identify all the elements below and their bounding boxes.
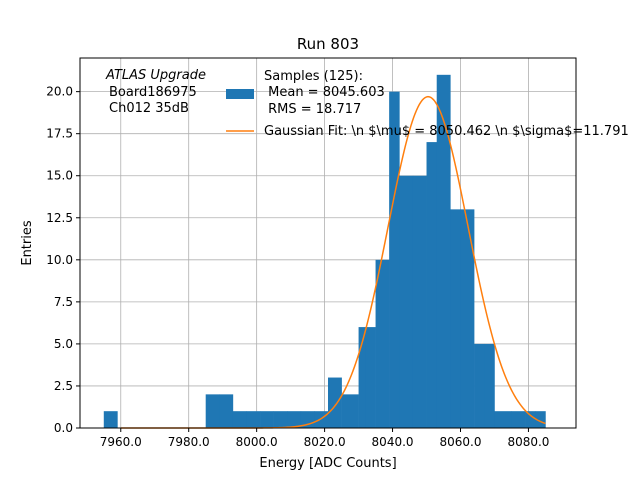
histogram-bar-11 xyxy=(260,411,274,428)
histogram-bar-12 xyxy=(273,411,288,428)
x-tick-label-5: 8060.0 xyxy=(439,435,481,449)
histogram-bar-23 xyxy=(412,175,427,428)
histogram-bar-29 xyxy=(484,343,495,428)
chart-title: Run 803 xyxy=(297,35,359,53)
histogram-bar-27 xyxy=(460,209,475,428)
y-tick-label-0: 0.0 xyxy=(54,421,73,435)
histogram-bar-24 xyxy=(426,142,438,428)
histogram-bar-21 xyxy=(389,91,400,429)
annotation-line-board: Board186975 xyxy=(109,85,197,100)
legend-samples-line-2: Mean = 8045.603 xyxy=(264,85,385,100)
y-tick-label-2: 5.0 xyxy=(54,337,73,351)
histogram-bar-28 xyxy=(474,343,485,428)
histogram-bar-20 xyxy=(375,259,390,428)
x-tick-label-4: 8040.0 xyxy=(372,435,414,449)
histogram-bar-0 xyxy=(103,411,118,428)
histogram-bar-13 xyxy=(287,411,302,428)
y-axis-label: Entries xyxy=(20,220,35,266)
x-tick-label-2: 8000.0 xyxy=(236,435,278,449)
annotation-line-atlas: ATLAS Upgrade xyxy=(105,68,206,83)
histogram-bar-15 xyxy=(314,411,329,428)
plot-frame xyxy=(79,57,577,429)
histogram-bar-16 xyxy=(328,377,342,428)
x-tick-label-1: 7980.0 xyxy=(168,435,210,449)
y-tick-label-4: 10.0 xyxy=(46,253,73,267)
legend: Samples (125): Mean = 8045.603 RMS = 18.… xyxy=(226,69,629,139)
histogram-bar-22 xyxy=(399,175,414,428)
histogram-bar-26 xyxy=(450,209,461,428)
x-tick-label-3: 8020.0 xyxy=(304,435,346,449)
atlas-annotation: ATLAS Upgrade Board186975 Ch012 35dB xyxy=(105,68,206,116)
histogram-bar-32 xyxy=(525,411,536,428)
y-tick-label-8: 20.0 xyxy=(46,85,73,99)
histogram-bars xyxy=(103,74,546,429)
histogram-bar-33 xyxy=(535,411,546,428)
histogram-bar-7 xyxy=(205,394,220,428)
x-tick-label-0: 7960.0 xyxy=(100,435,142,449)
histogram-bar-9 xyxy=(232,411,247,428)
legend-samples-swatch xyxy=(226,89,254,99)
histogram-bar-18 xyxy=(358,327,366,428)
histogram-bar-31 xyxy=(511,411,526,428)
y-tick-label-3: 7.5 xyxy=(54,295,73,309)
annotation-line-channel: Ch012 35dB xyxy=(109,101,189,116)
histogram-bar-19 xyxy=(365,327,376,428)
histogram-bar-30 xyxy=(494,411,512,428)
histogram-bar-10 xyxy=(246,411,261,428)
y-tick-label-7: 17.5 xyxy=(46,127,73,141)
x-axis-ticks: 7960.0 7980.0 8000.0 8020.0 8040.0 8060.0 8080… xyxy=(100,428,549,449)
y-axis-ticks: 0.0 2.5 5.0 7.5 10.0 12.5 15.0 17.5 20.0 xyxy=(46,85,80,435)
histogram-bar-8 xyxy=(219,394,234,428)
y-tick-label-6: 15.0 xyxy=(46,169,73,183)
histogram-bar-25 xyxy=(436,74,451,429)
x-tick-label-6: 8080.0 xyxy=(507,435,549,449)
legend-samples-line-1: Samples (125): xyxy=(264,69,363,84)
x-axis-label: Energy [ADC Counts] xyxy=(259,456,396,471)
legend-fit-label: Gaussian Fit: \n $\mu$ = 8050.462 \n $\s… xyxy=(264,124,629,139)
histogram-bar-17 xyxy=(341,394,359,428)
y-tick-label-1: 2.5 xyxy=(54,379,73,393)
legend-samples-line-3: RMS = 18.717 xyxy=(264,102,361,117)
y-tick-label-5: 12.5 xyxy=(46,211,73,225)
